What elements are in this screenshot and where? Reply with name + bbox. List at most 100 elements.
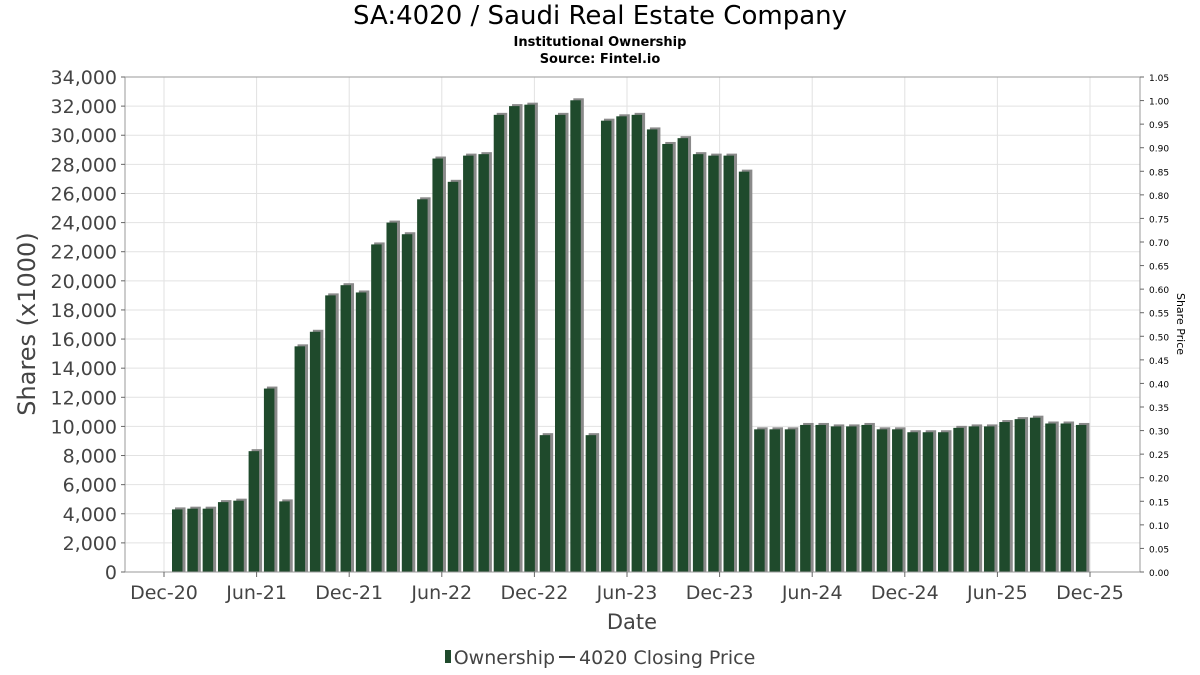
y2-tick-label: 0.80 [1149,192,1169,202]
y2-tick-label: 0.25 [1149,451,1169,461]
ownership-bar [401,234,413,572]
y2-tick-label: 0.20 [1149,475,1169,485]
y-tick-label: 32,000 [51,96,117,118]
ownership-bar [263,388,275,572]
y-tick-label: 30,000 [51,125,117,147]
x-tick-label: Jun-24 [781,582,843,604]
ownership-bar [784,429,796,572]
ownership-bar [432,158,443,572]
ownership-bar [815,424,826,572]
legend-price-label: 4020 Closing Price [579,647,756,669]
ownership-bar [325,295,336,572]
ownership-bar [309,331,321,572]
ownership-bar [600,120,612,573]
price-legend-line [559,655,576,658]
x-axis-label: Date [607,610,657,634]
x-tick-label: Dec-21 [315,582,383,604]
ownership-bar [539,435,551,572]
y2-tick-label: 0.50 [1149,333,1169,343]
y2-tick-label: 0.90 [1149,145,1169,155]
ownership-bar [1045,423,1056,572]
ownership-bar [1029,417,1041,572]
y-tick-label: 22,000 [51,242,117,264]
ownership-bar [999,422,1010,572]
ownership-bar [172,509,183,572]
ownership-bar [738,171,750,572]
y2-tick-label: 0.75 [1149,215,1169,225]
ownership-bar [800,424,811,572]
ownership-bar [953,427,964,572]
ownership-bar [692,154,704,573]
y-tick-label: 12,000 [51,387,117,409]
ownership-bar [248,451,260,572]
ownership-bar [754,429,765,572]
ownership-bar [187,508,198,572]
y2-tick-label: 0.30 [1149,428,1169,438]
chart-title: SA:4020 / Saudi Real Estate Company [353,1,847,31]
y2-tick-label: 0.95 [1149,121,1169,131]
ownership-bar [677,138,689,572]
y2-tick-label: 0.15 [1149,498,1169,508]
y-axis-left: 0 2,000 4,000 6,000 8,000 10,000 12,000 14,000 1… [51,67,125,584]
legend: Ownership 4020 Closing Price [0,647,1200,669]
ownership-bar [417,199,428,572]
y2-tick-label: 0.60 [1149,286,1169,296]
ownership-bar [830,426,842,572]
y2-tick-label: 0.35 [1149,404,1169,414]
y-tick-label: 14,000 [51,358,117,380]
ownership-bar [524,104,535,572]
chart-source: Source: Fintel.io [539,52,661,67]
ownership-bar [861,424,872,572]
ownership-bar [555,114,566,573]
y2-tick-label: 0.40 [1149,380,1169,390]
ownership-bar [570,100,581,572]
ownership-bar [646,129,658,573]
y2-tick-label: 0.10 [1149,522,1169,532]
plot-frame [124,76,1141,573]
y-tick-label: 4,000 [63,504,117,526]
ownership-bar [1014,419,1026,572]
x-tick-label: Jun-21 [225,582,287,604]
ownership-bar [447,181,459,572]
x-tick-label: Jun-22 [410,582,472,604]
ownership-bar [723,155,735,572]
y-tick-label: 16,000 [51,329,117,351]
ownership-bar [968,426,980,572]
ownership-bar [294,346,306,572]
y2-tick-label: 1.00 [1149,98,1169,108]
ownership-bar [662,143,673,572]
y-tick-label: 6,000 [63,475,117,497]
ownership-bar [1060,423,1072,572]
ownership-bar [463,155,474,572]
y2-tick-label: 0.55 [1149,310,1169,320]
y-tick-label: 0 [105,562,117,584]
y-tick-label: 26,000 [51,183,117,205]
y-tick-label: 24,000 [51,213,117,235]
ownership-bar [217,502,229,572]
x-tick-label: Dec-25 [1056,582,1124,604]
y2-tick-label: 0.05 [1149,545,1169,555]
legend-ownership-label: Ownership [453,647,556,669]
ownership-bar [585,435,597,572]
y2-tick-label: 0.85 [1149,168,1169,178]
ownership-bar [1075,424,1087,572]
y-tick-label: 8,000 [63,446,117,468]
ownership-bar [355,292,367,572]
ownership-bar [769,429,780,572]
chart-subtitle: Institutional Ownership [513,35,687,50]
ownership-bar [493,114,505,573]
ownership-bar [846,426,857,572]
y-tick-label: 20,000 [51,271,117,293]
ownership-bar [631,114,643,573]
x-tick-label: Jun-25 [966,582,1028,604]
ownership-bar [279,501,290,572]
ownership-bar [922,432,934,572]
ownership-bar [233,500,244,572]
y2-tick-label: 0.45 [1149,357,1169,367]
ownership-bar [983,426,995,572]
y2-tick-label: 0.70 [1149,239,1169,249]
ownership-bar [509,106,520,572]
ownership-bar [708,155,719,572]
x-axis: Dec-20 Jun-21 Dec-21 Jun-22 Dec-22 Jun-23 Dec-… [130,572,1124,604]
ownership-legend-swatch [444,650,451,663]
